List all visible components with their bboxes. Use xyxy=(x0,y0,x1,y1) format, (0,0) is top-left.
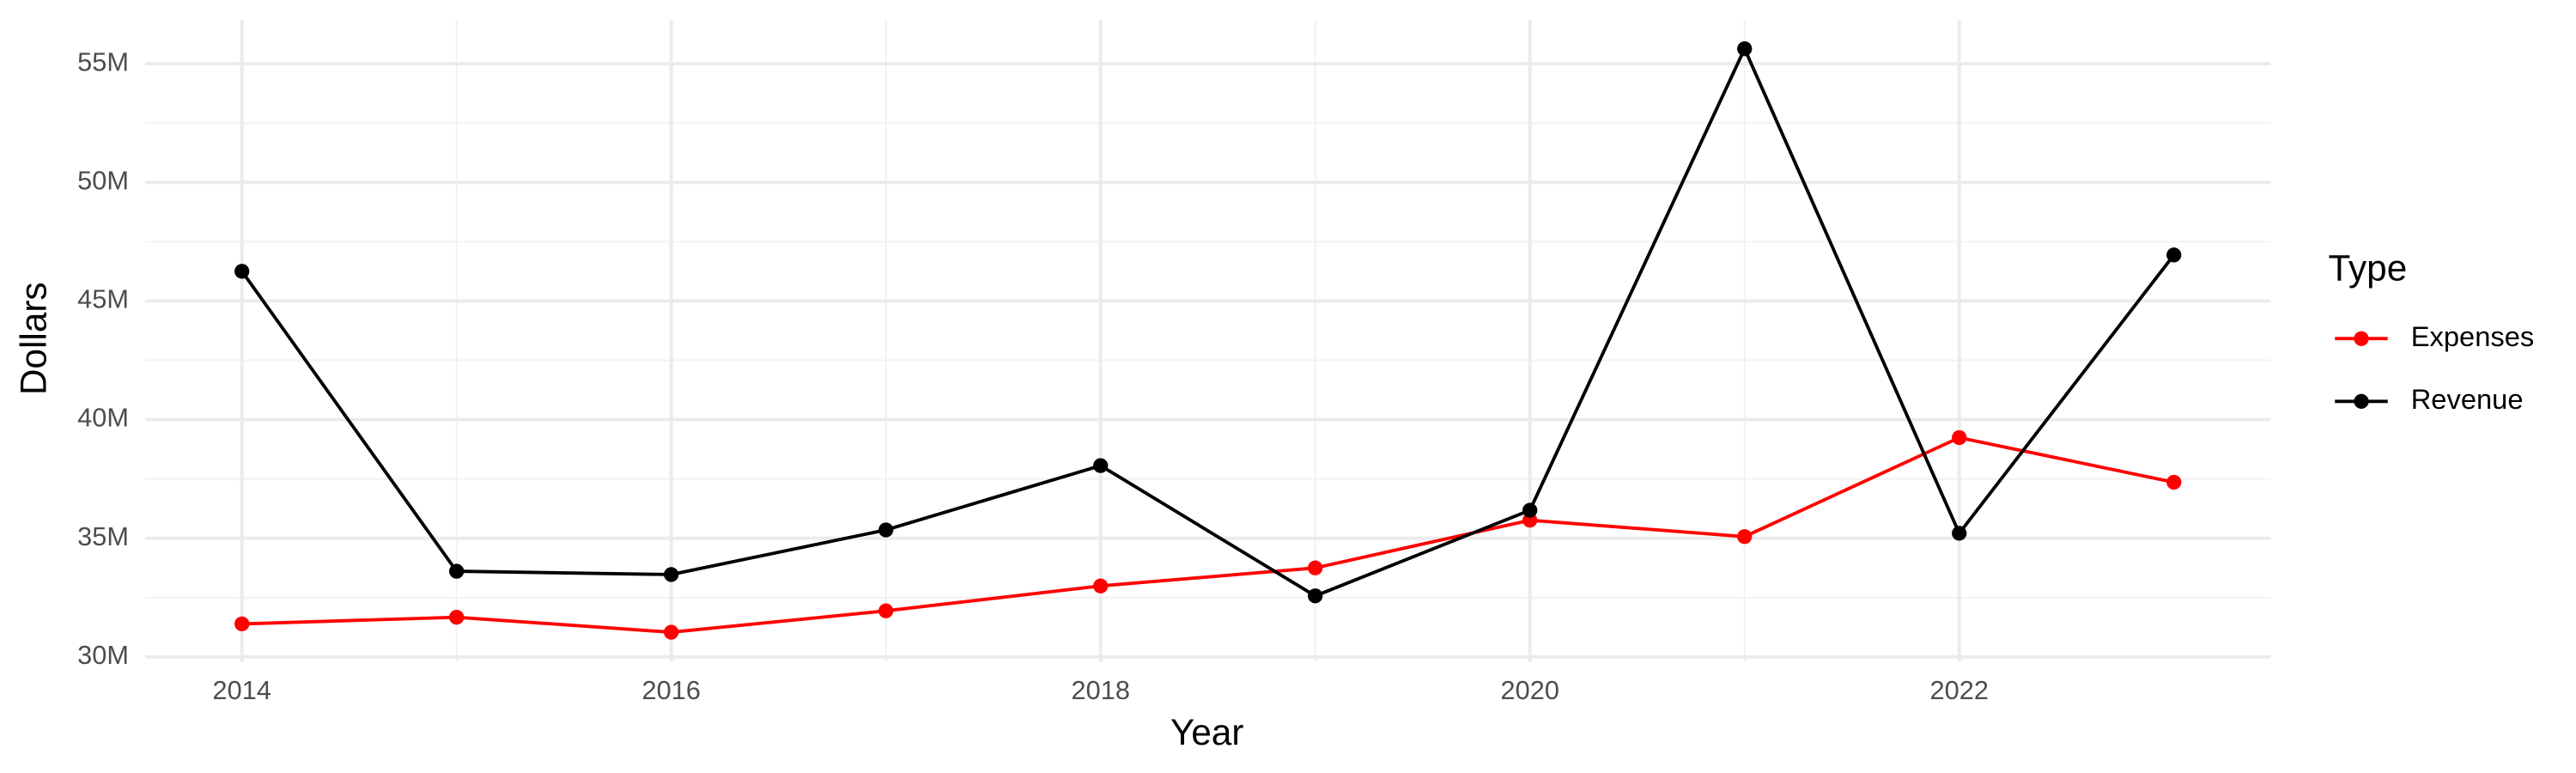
data-point xyxy=(1952,429,1967,446)
data-point xyxy=(1737,41,1753,57)
x-tick-label: 2014 xyxy=(213,675,271,705)
data-point xyxy=(1522,502,1538,518)
data-point xyxy=(449,610,465,625)
data-point xyxy=(2166,474,2182,490)
legend-title: Type xyxy=(2329,248,2408,289)
data-point xyxy=(1952,526,1967,541)
data-point xyxy=(878,603,894,618)
y-tick-label: 55M xyxy=(77,46,129,76)
legend-label: Expenses xyxy=(2411,320,2535,352)
data-point xyxy=(234,264,250,279)
data-point xyxy=(878,522,894,538)
legend-marker xyxy=(2354,393,2369,409)
y-axis-title: Dollars xyxy=(13,282,53,395)
data-point xyxy=(449,563,465,579)
legend-label: Revenue xyxy=(2411,383,2524,415)
y-tick-label: 45M xyxy=(77,284,129,314)
x-tick-label: 2018 xyxy=(1072,675,1130,705)
x-tick-label: 2020 xyxy=(1501,675,1559,705)
y-tick-label: 50M xyxy=(77,165,129,195)
x-tick-label: 2022 xyxy=(1930,675,1989,705)
data-point xyxy=(234,616,250,632)
x-axis-title: Year xyxy=(1170,712,1243,752)
legend-marker xyxy=(2354,331,2369,346)
data-point xyxy=(2166,247,2182,263)
data-point xyxy=(1093,578,1109,593)
data-point xyxy=(1308,588,1323,604)
y-tick-label: 35M xyxy=(77,521,129,551)
y-tick-label: 30M xyxy=(77,640,129,670)
x-tick-label: 2016 xyxy=(642,675,701,705)
series-line xyxy=(241,435,2175,635)
data-point xyxy=(1737,529,1753,545)
data-point xyxy=(664,567,679,582)
y-tick-label: 40M xyxy=(77,403,129,433)
data-point xyxy=(1308,560,1323,575)
data-point xyxy=(664,624,679,640)
plot-area: 30M 35M 40M 45M 50M 55M 2014 2016 2018 2020 2022 Ex… xyxy=(77,20,2534,705)
series-line xyxy=(240,45,2176,598)
data-point xyxy=(1093,458,1109,473)
